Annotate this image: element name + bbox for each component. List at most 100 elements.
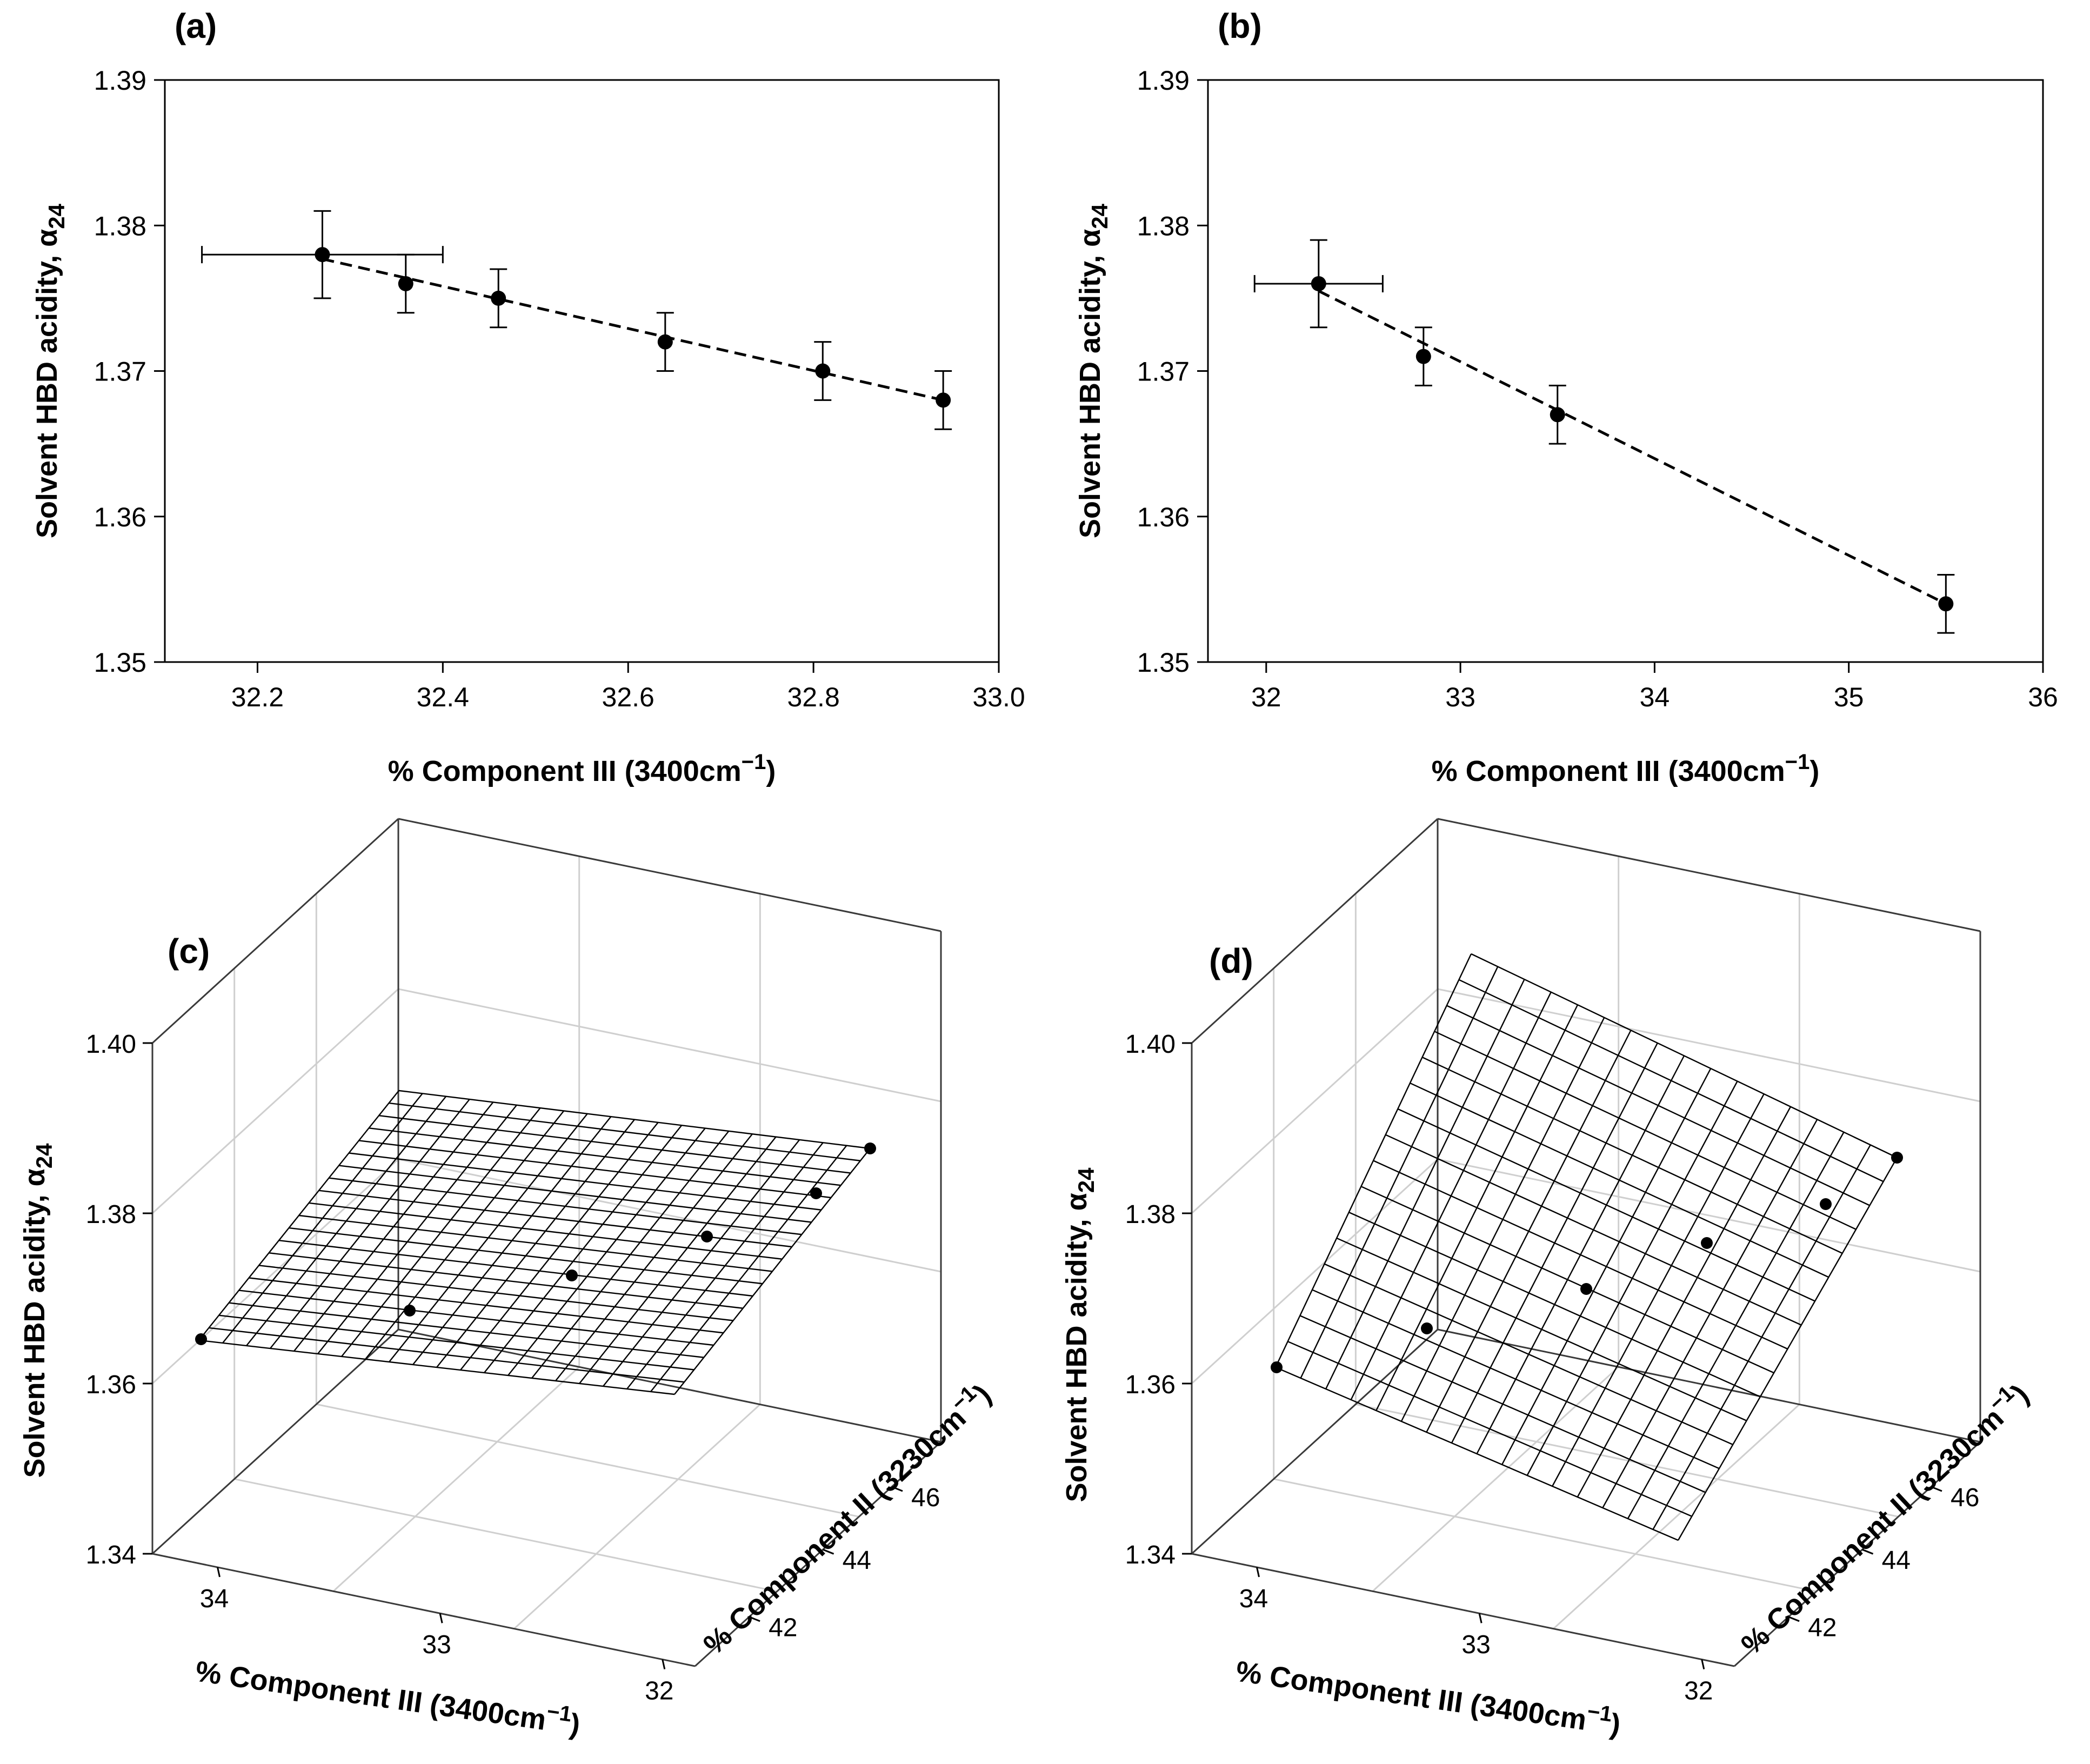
surface-mesh-line — [389, 1102, 861, 1161]
surface-mesh-line — [531, 1131, 730, 1379]
y-tick — [749, 1616, 760, 1622]
side-wall-gridline — [151, 988, 399, 1214]
surface-mesh-line — [1627, 1132, 1845, 1519]
floor-gridline — [332, 1366, 580, 1592]
z-tick-label: 1.36 — [86, 1371, 136, 1399]
x-tick-label: 34 — [1640, 682, 1670, 712]
box-edge — [1437, 1328, 1981, 1443]
surface-mesh-line — [484, 1125, 683, 1373]
y-axis-title-part: 24 — [1087, 203, 1112, 229]
data-point — [810, 1187, 822, 1199]
surface-mesh-line — [318, 1190, 792, 1248]
data-point — [1820, 1198, 1832, 1210]
surface-mesh-line — [1385, 1134, 1802, 1326]
surface-mesh-line — [1446, 1005, 1870, 1206]
surface-mesh-line — [338, 1165, 812, 1223]
surface-mesh-line — [1577, 1106, 1792, 1498]
z-tick-label: 1.34 — [86, 1541, 136, 1569]
box-edge — [398, 1328, 941, 1443]
x-tick-label: 32 — [1251, 682, 1281, 712]
x-axis-title-part: −1 — [545, 1700, 573, 1727]
z-axis-title-part: 24 — [1073, 1167, 1099, 1193]
x-tick-label: 32.2 — [231, 682, 284, 712]
panel-label: (b) — [1218, 6, 1262, 45]
data-point — [1580, 1283, 1592, 1295]
floor-gridline — [513, 1404, 761, 1629]
surface-mesh-line — [579, 1136, 777, 1384]
data-point — [491, 290, 506, 306]
surface-mesh-line — [398, 1090, 871, 1150]
y-tick-label: 42 — [1808, 1614, 1837, 1642]
y-tick-label: 1.39 — [94, 65, 146, 96]
z-tick-label: 1.40 — [86, 1030, 136, 1059]
surface-mesh-line — [329, 1177, 802, 1235]
surface-mesh-line — [1373, 1160, 1788, 1350]
surface-mesh-line — [1552, 1093, 1765, 1487]
y-axis-title-part: Solvent HBD acidity, α — [31, 229, 63, 538]
surface-mesh-line — [508, 1127, 706, 1376]
x-tick-label: 35 — [1834, 682, 1864, 712]
plot-frame — [164, 79, 1000, 663]
x-tick — [662, 1659, 666, 1669]
z-axis-title-part: Solvent HBD acidity, α — [18, 1168, 51, 1478]
x-tick-label: 32.6 — [602, 682, 655, 712]
x-axis-title-part: −1 — [742, 750, 766, 774]
y-tick-label: 46 — [1951, 1484, 1979, 1512]
back-wall-gridline — [1437, 1158, 1981, 1273]
data-point — [566, 1269, 578, 1281]
plot-frame — [1207, 79, 2044, 663]
surface-mesh-line — [1434, 1031, 1857, 1230]
back-wall-gridline — [398, 988, 941, 1102]
back-wall-gridline — [398, 1158, 941, 1273]
y-axis-title: Solvent HBD acidity, α24 — [1074, 203, 1112, 538]
y-axis-title: % Component II (3230cm−1) — [694, 1375, 997, 1661]
chart-panel-d: 1.34 1.36 1.38 1.40 34 33 32 42 44 46 (d) Solvent H… — [1060, 818, 2035, 1741]
x-axis-title: % Component III (3400cm−1) — [1432, 750, 1820, 787]
x-tick — [439, 1613, 443, 1623]
data-point — [398, 276, 413, 291]
x-tick — [1701, 1659, 1705, 1669]
chart-panel-c: 1.34 1.36 1.38 1.40 34 33 32 42 44 46 (c) Solvent H… — [18, 818, 997, 1741]
panel-label: (c) — [168, 932, 210, 971]
surface-mesh-line — [309, 1202, 783, 1260]
y-tick-label: 1.38 — [94, 211, 146, 241]
data-point — [701, 1231, 713, 1242]
y-tick — [1931, 1486, 1942, 1492]
side-wall-gridline — [151, 1158, 399, 1385]
x-axis-title-part: ) — [766, 755, 776, 787]
panel-label: (d) — [1209, 941, 1253, 980]
surface-mesh-line — [1501, 1068, 1712, 1465]
x-tick-label: 32.4 — [417, 682, 469, 712]
floor-gridline — [1273, 1478, 1817, 1593]
panel-label: (a) — [175, 6, 217, 45]
surface-mesh-line — [1652, 1144, 1871, 1530]
x-axis-title-part: % Component III (3400cm — [1432, 755, 1785, 787]
x-axis-title: % Component III (3400cm−1) — [193, 1651, 583, 1741]
x-tick-label: 33 — [422, 1631, 451, 1659]
x-tick-label: 32 — [1684, 1677, 1713, 1706]
surface-mesh-line — [1421, 1057, 1843, 1254]
box-edge — [1437, 818, 1981, 932]
data-point — [1550, 407, 1565, 423]
x-tick — [1256, 1567, 1260, 1578]
data-point — [1421, 1322, 1433, 1334]
surface-mesh-line — [298, 1214, 773, 1272]
data-point — [936, 392, 951, 408]
x-tick-label: 33 — [1445, 682, 1475, 712]
surface-mesh-line — [1602, 1119, 1818, 1508]
x-tick-label: 34 — [1239, 1585, 1268, 1613]
axis-line-y — [694, 1441, 942, 1667]
floor-gridline — [1553, 1404, 1800, 1629]
y-tick-label: 44 — [1882, 1546, 1911, 1575]
surface-mesh-line — [378, 1115, 851, 1174]
surface-mesh-line — [1397, 1108, 1815, 1302]
chart-panel-b: 1.35 1.36 1.37 1.38 1.39 32 33 34 35 36 (b) % Compo… — [1074, 6, 2058, 787]
y-tick-label: 1.36 — [1137, 502, 1190, 532]
surface-mesh-line — [1526, 1081, 1738, 1476]
data-point — [815, 363, 831, 379]
x-tick-label: 34 — [200, 1585, 229, 1613]
z-tick-label: 1.40 — [1125, 1030, 1176, 1059]
box-edge — [151, 1328, 399, 1555]
x-tick-label: 33 — [1461, 1631, 1490, 1659]
